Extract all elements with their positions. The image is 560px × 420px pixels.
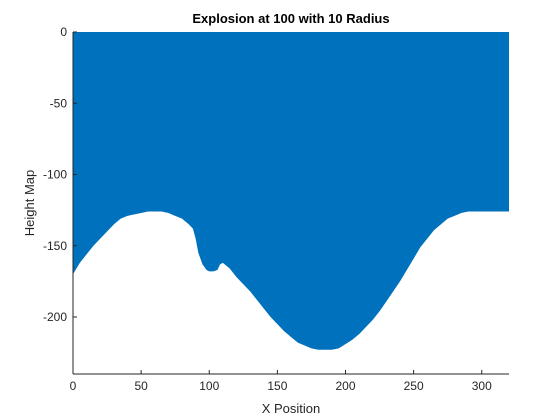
- y-tick-label: -50: [50, 96, 68, 110]
- x-tick-label: 150: [267, 379, 287, 393]
- x-tick-label: 250: [404, 379, 424, 393]
- x-tick-label: 200: [335, 379, 355, 393]
- x-tick-label: 100: [199, 379, 219, 393]
- y-tick-label: -100: [43, 168, 67, 182]
- chart-title: Explosion at 100 with 10 Radius: [192, 11, 389, 26]
- y-tick-label: -150: [43, 239, 67, 253]
- x-axis-label: X Position: [262, 401, 321, 416]
- y-axis-label: Height Map: [22, 170, 37, 236]
- y-tick-label: -200: [43, 310, 67, 324]
- x-tick-label: 50: [134, 379, 148, 393]
- x-ticks: 0 50 100 150 200 250 300: [70, 370, 492, 393]
- x-tick-label: 300: [472, 379, 492, 393]
- axes: 0 50 100 150 200 250 300 0 -50 -100 -150 -200: [43, 25, 509, 393]
- x-tick-label: 0: [70, 379, 77, 393]
- y-ticks: 0 -50 -100 -150 -200: [43, 25, 77, 324]
- plot-area: [73, 32, 509, 350]
- terrain-area: [73, 32, 509, 350]
- y-tick-label: 0: [60, 25, 67, 39]
